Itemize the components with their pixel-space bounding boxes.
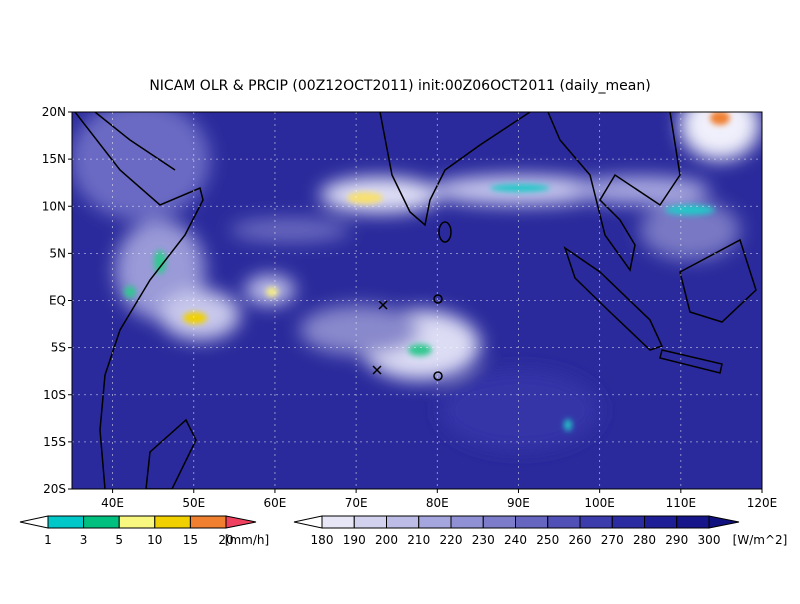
colorbar-end xyxy=(19,515,49,529)
colorbar-label: 300 xyxy=(698,533,721,547)
map-title: NICAM OLR & PRCIP (00Z12OCT2011) init:00… xyxy=(149,78,650,94)
colorbar-label: 230 xyxy=(472,533,495,547)
lon-label: 60E xyxy=(264,496,287,510)
lat-label: EQ xyxy=(49,294,66,308)
colorbar-swatch xyxy=(482,515,516,529)
lon-label: 80E xyxy=(426,496,449,510)
lon-label: 70E xyxy=(345,496,368,510)
colorbar-end xyxy=(225,515,257,529)
colorbar-swatch xyxy=(154,515,191,529)
colorbar-end xyxy=(293,515,323,529)
colorbar-swatch xyxy=(547,515,581,529)
lon-label: 40E xyxy=(101,496,124,510)
colorbar-unit: [W/m^2] xyxy=(733,533,788,547)
colorbar-label: 290 xyxy=(665,533,688,547)
lat-label: 5N xyxy=(49,246,66,260)
lon-label: 110E xyxy=(666,496,697,510)
lat-label: 20N xyxy=(42,105,66,119)
colorbar-swatch xyxy=(189,515,227,529)
colorbars: 1 3 5 10 15 20[mm/h] 180 190 200 210 220 230 240 250 2… xyxy=(19,515,788,547)
colorbar-label: 260 xyxy=(569,533,592,547)
precip-cells xyxy=(124,112,730,431)
colorbar-swatch xyxy=(47,515,85,529)
lat-label: 20S xyxy=(43,482,66,496)
lat-label: 10S xyxy=(43,388,66,402)
colorbar-label: 20 xyxy=(218,533,233,547)
colorbar-label: 1 xyxy=(44,533,52,547)
colorbar-swatch xyxy=(676,515,710,529)
colorbar-swatch xyxy=(644,515,678,529)
colorbar-label: 190 xyxy=(343,533,366,547)
colorbar-label: 3 xyxy=(80,533,88,547)
colorbar-swatch xyxy=(611,515,645,529)
colorbar-swatch xyxy=(118,515,156,529)
colorbar-swatch xyxy=(83,515,120,529)
graticule xyxy=(72,112,762,489)
colorbar-unit: [mm/h] xyxy=(225,533,269,547)
colorbar-label: 250 xyxy=(536,533,559,547)
colorbar-swatch xyxy=(579,515,613,529)
colorbar-label: 10 xyxy=(147,533,162,547)
colorbar-label: 200 xyxy=(375,533,398,547)
markers xyxy=(372,294,443,381)
map-field xyxy=(72,112,762,489)
colorbar-label: 210 xyxy=(407,533,430,547)
lat-label: 5S xyxy=(51,341,66,355)
colorbar-label: 15 xyxy=(183,533,198,547)
colorbar-label: 270 xyxy=(601,533,624,547)
colorbar-label: 240 xyxy=(504,533,527,547)
colorbar-label: 220 xyxy=(440,533,463,547)
colorbar-swatch xyxy=(418,515,452,529)
colorbar-swatch xyxy=(386,515,420,529)
colorbar-label: 5 xyxy=(115,533,123,547)
lon-label: 120E xyxy=(747,496,778,510)
colorbar-swatch xyxy=(450,515,484,529)
lat-label: 15N xyxy=(42,152,66,166)
lon-label: 100E xyxy=(584,496,615,510)
coastlines xyxy=(74,112,757,489)
colorbar-label: 180 xyxy=(311,533,334,547)
lon-label: 90E xyxy=(507,496,530,510)
colorbar-swatch xyxy=(515,515,549,529)
colorbar-end xyxy=(708,515,740,529)
lat-label: 10N xyxy=(42,199,66,213)
colorbar-label: 280 xyxy=(633,533,656,547)
colorbar-swatch xyxy=(353,515,387,529)
colorbar-swatch xyxy=(321,515,355,529)
cloud-field xyxy=(72,112,760,450)
lat-label: 15S xyxy=(43,435,66,449)
lon-label: 50E xyxy=(182,496,205,510)
